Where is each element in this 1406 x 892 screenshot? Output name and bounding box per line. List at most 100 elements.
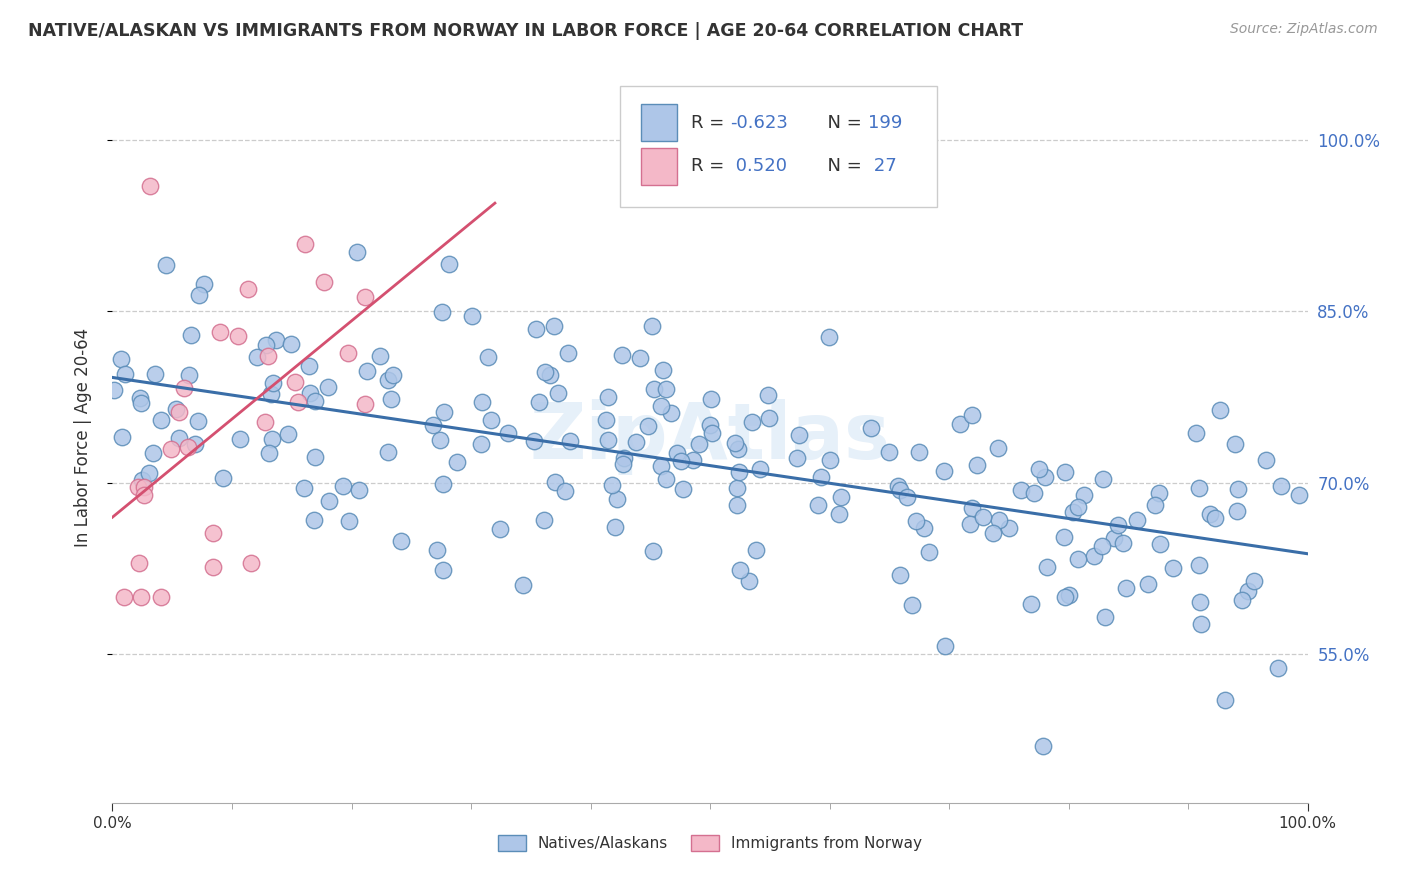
Point [1031, 739, 1053, 753]
Point [167, 405, 190, 419]
Point [543, 318, 565, 333]
Point [598, 390, 620, 404]
Point [661, 406, 683, 420]
Point [312, 275, 335, 289]
Point [131, 473, 153, 487]
Point [127, 480, 149, 494]
Point [477, 350, 499, 364]
Point [498, 425, 520, 440]
Point [595, 413, 617, 427]
Point [613, 450, 636, 465]
Point [429, 434, 451, 448]
Point [652, 363, 675, 377]
Point [346, 244, 368, 259]
Point [1227, 482, 1250, 496]
Point [337, 514, 360, 528]
Point [1144, 498, 1167, 512]
Point [1073, 488, 1095, 502]
Point [538, 368, 561, 382]
Point [512, 578, 534, 592]
Point [637, 419, 659, 434]
Point [727, 442, 749, 457]
Point [1112, 536, 1135, 550]
Point [1215, 693, 1237, 707]
Point [155, 258, 177, 272]
Point [294, 236, 316, 251]
Point [1147, 485, 1170, 500]
Point [665, 446, 688, 460]
Point [959, 517, 981, 532]
Point [600, 477, 623, 491]
Point [828, 508, 851, 522]
Point [1102, 531, 1125, 545]
Point [728, 465, 751, 479]
Point [688, 437, 710, 451]
Point [114, 367, 136, 381]
Point [422, 417, 444, 432]
Point [1091, 472, 1114, 486]
Point [184, 437, 207, 451]
Point [641, 544, 664, 558]
Point [426, 542, 449, 557]
Point [912, 521, 935, 535]
Point [111, 430, 134, 444]
Point [1149, 537, 1171, 551]
Point [725, 498, 748, 512]
Point [1024, 486, 1046, 500]
Point [211, 470, 233, 484]
Point [879, 445, 901, 459]
Point [889, 483, 911, 497]
Point [201, 525, 224, 540]
Point [304, 393, 326, 408]
Point [1053, 530, 1076, 544]
Point [1188, 558, 1211, 572]
Point [905, 515, 928, 529]
Point [1125, 513, 1147, 527]
Point [160, 442, 183, 457]
Point [544, 475, 567, 490]
Point [264, 333, 287, 347]
Point [558, 434, 581, 448]
Point [187, 288, 209, 302]
Point [682, 453, 704, 467]
Point [756, 388, 779, 402]
Point [529, 395, 551, 409]
Point [818, 453, 841, 467]
Point [1091, 539, 1114, 553]
Point [786, 450, 808, 465]
Point [280, 337, 302, 351]
Text: N =: N = [817, 113, 868, 131]
Point [187, 414, 209, 428]
Point [1184, 426, 1206, 441]
Text: Source: ZipAtlas.com: Source: ZipAtlas.com [1230, 22, 1378, 37]
Point [143, 367, 166, 381]
Point [557, 346, 579, 360]
Point [337, 345, 360, 359]
Point [1067, 552, 1090, 566]
Point [446, 454, 468, 468]
Point [643, 383, 665, 397]
Point [479, 413, 502, 427]
Point [612, 457, 634, 471]
Point [1270, 479, 1292, 493]
Point [356, 364, 378, 378]
Point [239, 556, 262, 570]
Legend: Natives/Alaskans, Immigrants from Norway: Natives/Alaskans, Immigrants from Norway [492, 830, 928, 857]
Point [1107, 517, 1129, 532]
Point [432, 564, 454, 578]
Point [298, 359, 321, 373]
Point [129, 396, 152, 410]
Point [262, 376, 284, 391]
Text: N =: N = [817, 158, 868, 176]
Point [254, 338, 277, 352]
Point [112, 590, 135, 604]
Point [655, 472, 678, 486]
Point [302, 513, 325, 527]
Point [284, 376, 307, 390]
Point [260, 432, 283, 446]
Point [901, 599, 924, 613]
Point [960, 408, 983, 422]
Point [1254, 453, 1277, 467]
Point [299, 386, 322, 401]
Point [960, 500, 983, 515]
